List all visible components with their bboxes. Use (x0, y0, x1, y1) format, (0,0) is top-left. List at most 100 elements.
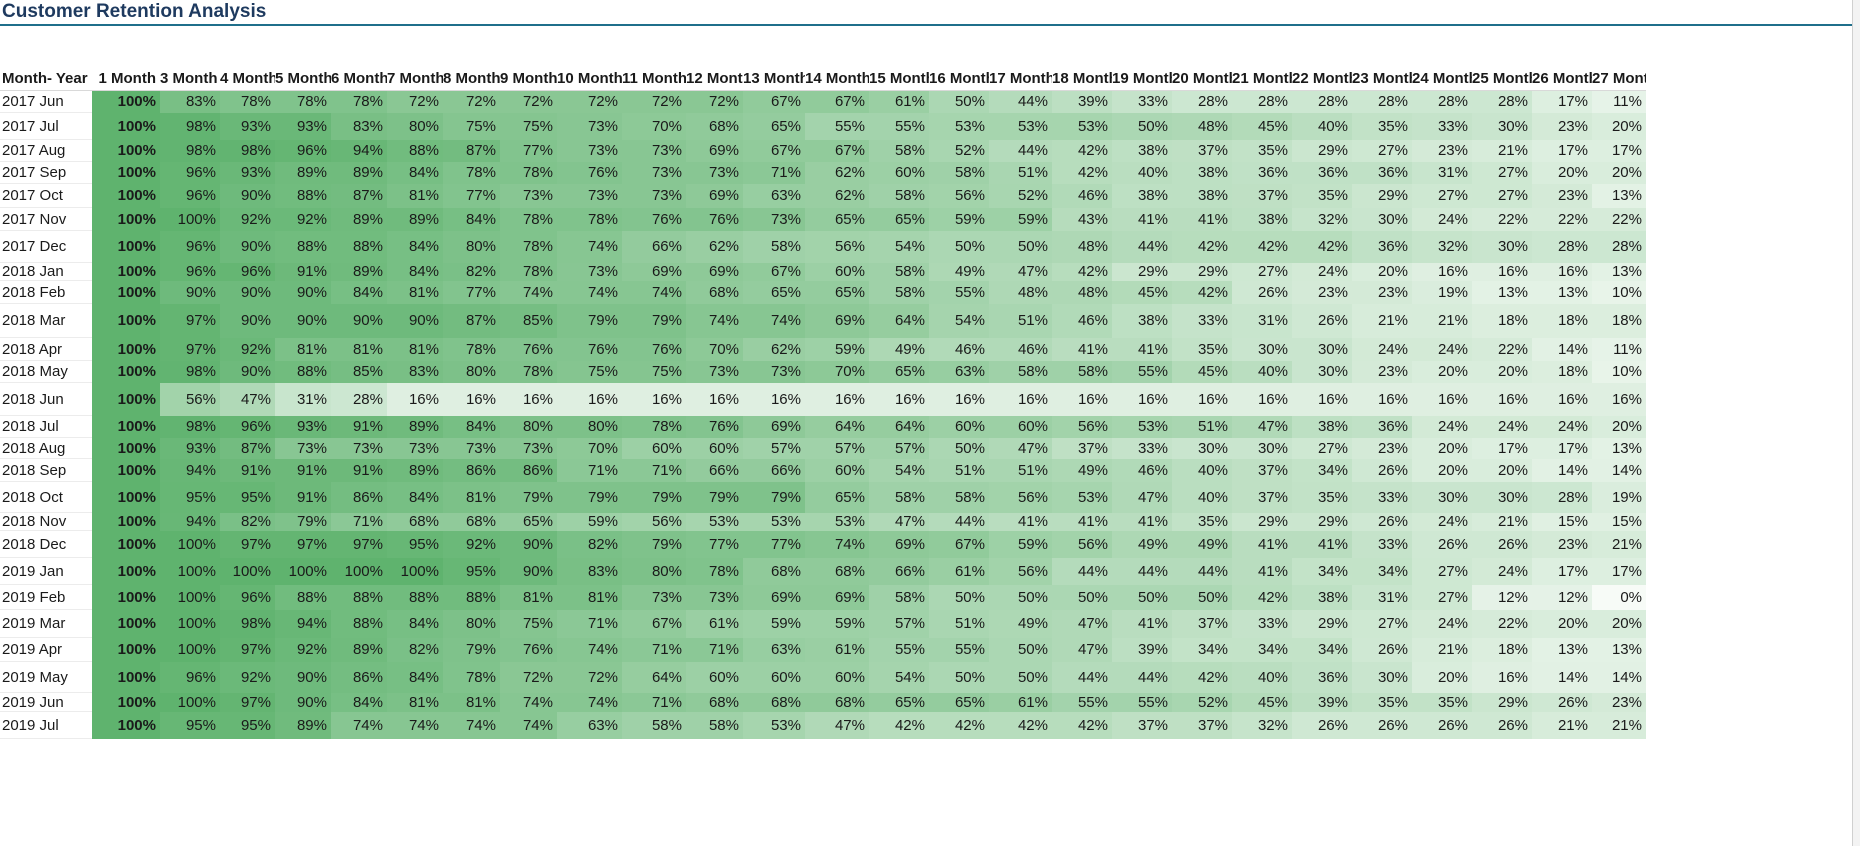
retention-cell[interactable]: 47% (1232, 415, 1292, 438)
retention-cell[interactable]: 76% (686, 207, 743, 231)
retention-cell[interactable]: 41% (1112, 512, 1172, 531)
retention-cell[interactable]: 34% (1292, 458, 1352, 482)
retention-cell[interactable]: 53% (929, 112, 989, 140)
retention-cell[interactable]: 26% (1532, 692, 1592, 712)
retention-cell[interactable]: 81% (387, 337, 443, 361)
retention-cell[interactable]: 60% (805, 661, 869, 693)
retention-cell[interactable]: 80% (443, 360, 500, 383)
retention-cell[interactable]: 10% (1592, 360, 1646, 383)
column-header-7-month[interactable]: 7 Month (387, 66, 443, 91)
retention-cell[interactable]: 46% (1052, 303, 1112, 338)
retention-cell[interactable]: 84% (387, 161, 443, 184)
column-header-17-month[interactable]: 17 Month (989, 66, 1052, 91)
retention-cell[interactable]: 60% (686, 661, 743, 693)
retention-cell[interactable]: 100% (160, 207, 220, 231)
retention-cell[interactable]: 100% (92, 112, 160, 140)
retention-cell[interactable]: 33% (1412, 112, 1472, 140)
retention-cell[interactable]: 35% (1352, 692, 1412, 712)
retention-cell[interactable]: 87% (443, 303, 500, 338)
retention-cell[interactable]: 46% (1052, 183, 1112, 208)
retention-cell[interactable]: 80% (443, 609, 500, 638)
retention-cell[interactable]: 73% (387, 437, 443, 459)
retention-cell[interactable]: 93% (275, 415, 331, 438)
retention-cell[interactable]: 90% (160, 280, 220, 304)
retention-cell[interactable]: 47% (989, 262, 1052, 281)
retention-cell[interactable]: 70% (805, 360, 869, 383)
retention-cell[interactable]: 16% (1292, 382, 1352, 416)
column-header-18-month[interactable]: 18 Month (1052, 66, 1112, 91)
retention-cell[interactable]: 82% (387, 637, 443, 662)
retention-cell[interactable]: 41% (1112, 207, 1172, 231)
retention-cell[interactable]: 10% (1592, 280, 1646, 304)
retention-cell[interactable]: 50% (1112, 112, 1172, 140)
retention-cell[interactable]: 81% (557, 584, 622, 610)
retention-cell[interactable]: 81% (387, 280, 443, 304)
retention-cell[interactable]: 60% (989, 415, 1052, 438)
retention-cell[interactable]: 96% (160, 661, 220, 693)
column-header-23-month[interactable]: 23 Month (1352, 66, 1412, 91)
retention-cell[interactable]: 50% (929, 661, 989, 693)
retention-cell[interactable]: 37% (1232, 183, 1292, 208)
retention-cell[interactable]: 98% (220, 139, 275, 162)
retention-cell[interactable]: 26% (1352, 711, 1412, 739)
retention-cell[interactable]: 69% (869, 530, 929, 558)
retention-cell[interactable]: 86% (443, 458, 500, 482)
retention-cell[interactable]: 26% (1352, 512, 1412, 531)
retention-cell[interactable]: 34% (1232, 637, 1292, 662)
retention-cell[interactable]: 68% (686, 280, 743, 304)
retention-cell[interactable]: 55% (1112, 692, 1172, 712)
retention-cell[interactable]: 92% (443, 530, 500, 558)
retention-cell[interactable]: 38% (1112, 139, 1172, 162)
retention-cell[interactable]: 28% (1532, 230, 1592, 263)
retention-cell[interactable]: 29% (1292, 609, 1352, 638)
retention-cell[interactable]: 16% (1352, 382, 1412, 416)
row-label-month-year[interactable]: 2018 Jun (0, 382, 92, 416)
retention-cell[interactable]: 65% (500, 512, 557, 531)
retention-cell[interactable]: 27% (1412, 584, 1472, 610)
retention-cell[interactable]: 36% (1292, 161, 1352, 184)
retention-cell[interactable]: 73% (686, 360, 743, 383)
retention-cell[interactable]: 29% (1172, 262, 1232, 281)
row-label-month-year[interactable]: 2018 Apr (0, 337, 92, 361)
retention-cell[interactable]: 100% (92, 161, 160, 184)
retention-cell[interactable]: 14% (1532, 661, 1592, 693)
retention-cell[interactable]: 70% (686, 337, 743, 361)
column-header-8-month[interactable]: 8 Month (443, 66, 500, 91)
retention-cell[interactable]: 100% (92, 458, 160, 482)
retention-cell[interactable]: 45% (1172, 360, 1232, 383)
retention-cell[interactable]: 90% (387, 303, 443, 338)
retention-cell[interactable]: 47% (1112, 481, 1172, 513)
retention-cell[interactable]: 97% (220, 530, 275, 558)
retention-cell[interactable]: 47% (805, 711, 869, 739)
retention-cell[interactable]: 75% (500, 112, 557, 140)
retention-cell[interactable]: 79% (686, 481, 743, 513)
retention-cell[interactable]: 73% (557, 183, 622, 208)
retention-cell[interactable]: 53% (1052, 112, 1112, 140)
retention-cell[interactable]: 76% (686, 415, 743, 438)
column-header-25-month[interactable]: 25 Month (1472, 66, 1532, 91)
retention-cell[interactable]: 24% (1412, 337, 1472, 361)
column-header-19-month[interactable]: 19 Month (1112, 66, 1172, 91)
retention-cell[interactable]: 60% (686, 437, 743, 459)
retention-cell[interactable]: 68% (743, 692, 805, 712)
retention-cell[interactable]: 71% (557, 458, 622, 482)
retention-cell[interactable]: 89% (387, 415, 443, 438)
retention-cell[interactable]: 58% (929, 161, 989, 184)
retention-cell[interactable]: 35% (1172, 512, 1232, 531)
retention-cell[interactable]: 81% (387, 692, 443, 712)
retention-cell[interactable]: 20% (1412, 661, 1472, 693)
retention-cell[interactable]: 73% (500, 183, 557, 208)
retention-cell[interactable]: 11% (1592, 90, 1646, 113)
retention-cell[interactable]: 89% (331, 262, 387, 281)
retention-cell[interactable]: 100% (92, 437, 160, 459)
row-label-month-year[interactable]: 2017 Sep (0, 161, 92, 184)
retention-cell[interactable]: 53% (743, 512, 805, 531)
retention-cell[interactable]: 42% (869, 711, 929, 739)
retention-cell[interactable]: 24% (1292, 262, 1352, 281)
retention-cell[interactable]: 58% (989, 360, 1052, 383)
column-header-13-month[interactable]: 13 Month (743, 66, 805, 91)
retention-cell[interactable]: 58% (869, 280, 929, 304)
retention-cell[interactable]: 26% (1352, 637, 1412, 662)
retention-cell[interactable]: 89% (275, 711, 331, 739)
retention-cell[interactable]: 16% (869, 382, 929, 416)
